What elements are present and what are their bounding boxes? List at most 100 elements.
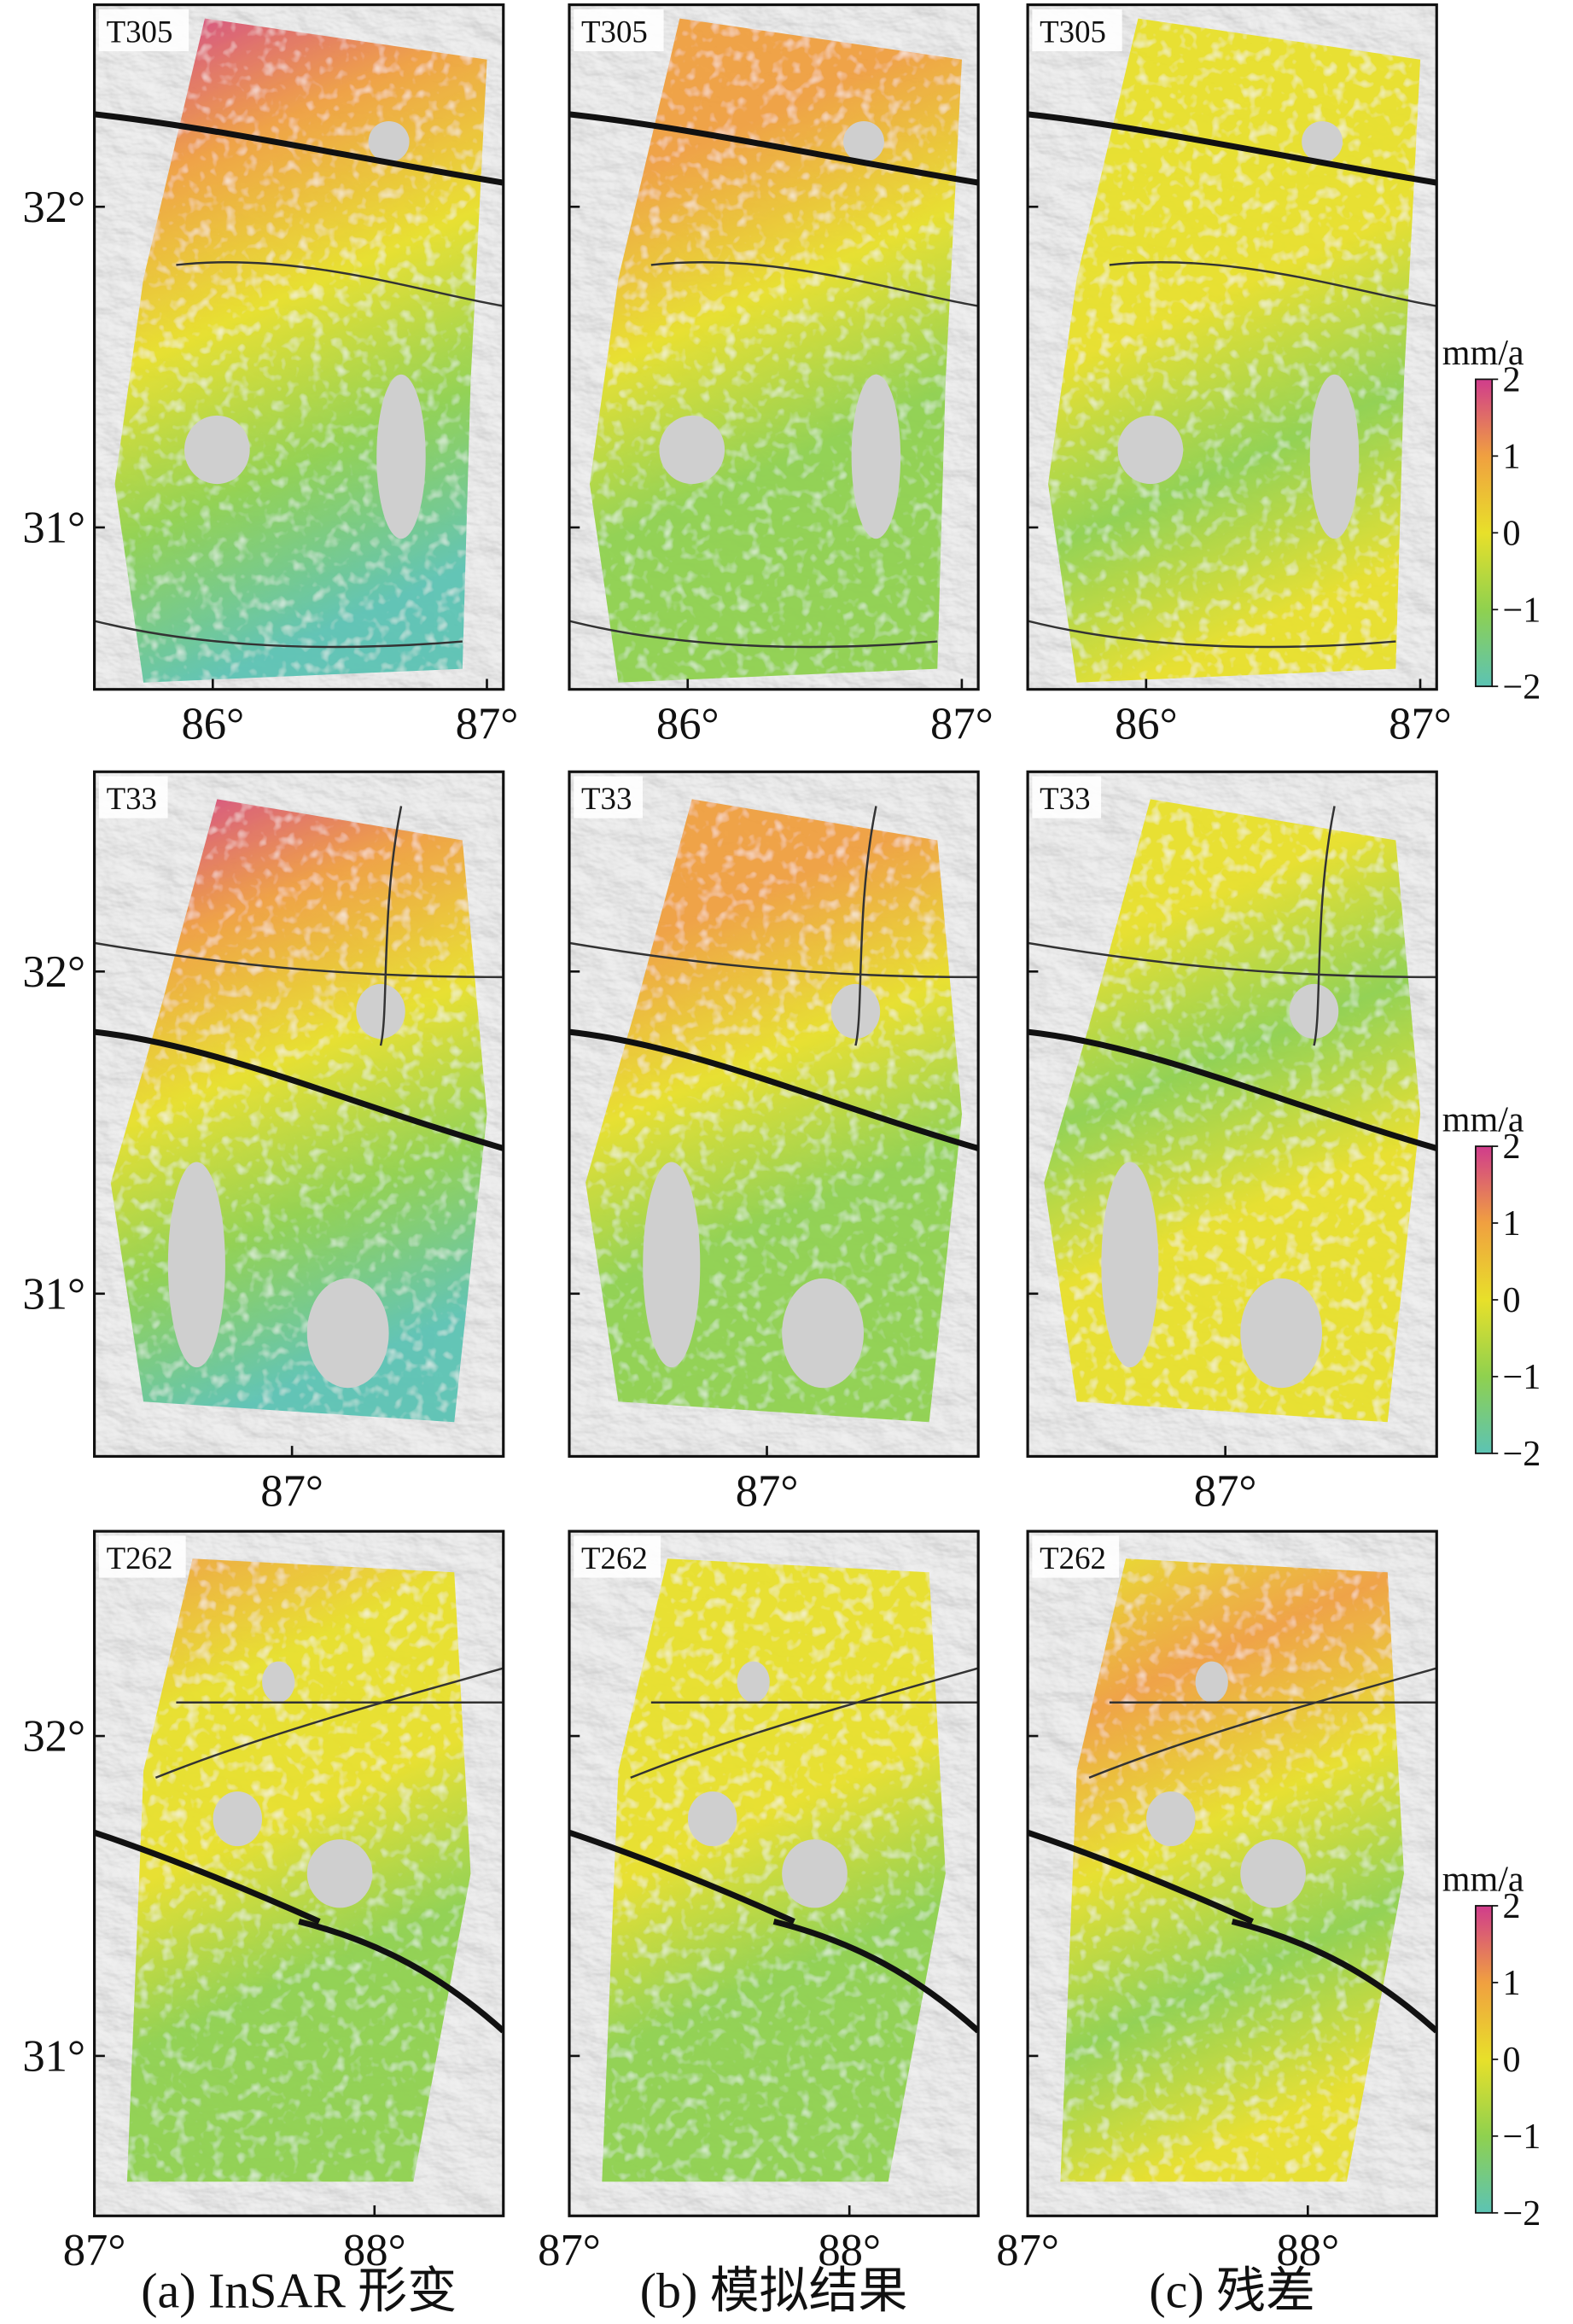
colorbar-tick-label: −2 — [1503, 1434, 1541, 1474]
insar-swath — [126, 1558, 471, 2182]
lake — [1146, 1791, 1196, 1847]
fault — [568, 1028, 979, 1151]
panel-frame — [93, 3, 505, 691]
colorbar-tick-label: −1 — [1503, 1357, 1541, 1397]
lake — [306, 1839, 373, 1908]
x-tick-label: 87° — [736, 1466, 799, 1516]
x-tick-label: 88° — [343, 2226, 406, 2275]
map-content — [94, 4, 504, 690]
track-label-bg — [574, 776, 643, 818]
x-tick-label: 87° — [1194, 1466, 1257, 1516]
map-panel: T305 86° 87° 32° 31° — [22, 3, 519, 749]
map-content — [568, 1531, 979, 2216]
x-tick-label: 87° — [930, 700, 993, 749]
y-tick-label: 31° — [22, 2031, 85, 2081]
map-panel: T262 87° 88° 32° 31° — [22, 1529, 505, 2275]
lake — [1309, 374, 1360, 539]
map-content — [568, 772, 979, 1457]
track-label: T305 — [1040, 14, 1106, 49]
y-tick-label: 31° — [22, 1269, 85, 1319]
x-tick-label: 88° — [818, 2226, 881, 2275]
fault — [1313, 806, 1336, 1046]
x-tick-label: 88° — [1276, 2226, 1339, 2275]
lake — [262, 1661, 295, 1703]
colorbar-unit: mm/a — [1442, 333, 1524, 373]
track-label-bg — [1032, 776, 1102, 818]
lake — [184, 415, 250, 485]
lake — [782, 1278, 865, 1389]
map-panel: T33 87° — [568, 770, 980, 1516]
x-tick-label: 87° — [538, 2226, 601, 2275]
colorbar-unit: mm/a — [1442, 1100, 1524, 1140]
x-tick-label: 86° — [181, 700, 244, 749]
panel-frame — [1026, 770, 1438, 1458]
y-tick-label: 32° — [22, 1712, 85, 1762]
track-label: T33 — [1040, 781, 1090, 816]
track-label: T33 — [581, 781, 632, 816]
colorbar-unit: mm/a — [1442, 1859, 1524, 1899]
panel-frame — [93, 1529, 505, 2217]
fault — [1109, 260, 1437, 307]
track-label: T33 — [107, 781, 157, 816]
column-caption: (b) 模拟结果 — [640, 2263, 908, 2318]
map-content — [94, 772, 504, 1457]
lake — [843, 120, 884, 163]
fault — [94, 941, 504, 979]
map-panel: T305 86° 87° — [1026, 3, 1452, 749]
panel-frame — [1026, 3, 1438, 691]
lake — [782, 1839, 848, 1908]
lake — [1101, 1162, 1159, 1368]
lake — [1240, 1839, 1306, 1908]
fault — [1028, 1028, 1437, 1151]
track-label-bg — [1032, 9, 1122, 51]
map-content — [568, 4, 979, 690]
lake — [376, 374, 426, 539]
x-tick-label: 87° — [63, 2226, 126, 2275]
lake — [167, 1162, 225, 1368]
colorbar-tick-label: 2 — [1503, 1127, 1521, 1167]
fault — [650, 260, 979, 307]
insar-swath — [1060, 1558, 1404, 2182]
colorbar — [1475, 378, 1494, 688]
lake — [830, 983, 881, 1040]
panel-frame — [93, 770, 505, 1458]
lake — [1289, 983, 1339, 1040]
fault — [94, 1829, 321, 1925]
insar-swath — [602, 1558, 946, 2182]
fault — [379, 806, 403, 1046]
colorbar-tick-label: −1 — [1503, 590, 1541, 630]
x-tick-label: 86° — [1115, 700, 1178, 749]
fault — [1088, 1667, 1437, 1779]
fault — [176, 260, 504, 307]
colorbar-tick-label: −1 — [1503, 2117, 1541, 2157]
x-tick-label: 87° — [1389, 700, 1452, 749]
fault — [1028, 941, 1437, 979]
track-label-bg — [1032, 1535, 1120, 1578]
track-label-bg — [98, 1535, 186, 1578]
fault — [568, 620, 938, 649]
lake — [356, 983, 405, 1040]
fault — [772, 1919, 979, 2034]
lake — [213, 1791, 263, 1847]
fault — [568, 111, 979, 186]
fault — [94, 1028, 504, 1151]
lake — [1195, 1661, 1228, 1703]
colorbar-tick-label: 2 — [1503, 359, 1521, 399]
x-tick-label: 87° — [456, 700, 519, 749]
fault — [1028, 1829, 1254, 1925]
track-label-bg — [98, 776, 168, 818]
colorbar-tick-label: 1 — [1503, 1203, 1521, 1244]
track-label: T262 — [107, 1541, 173, 1576]
x-tick-label: 87° — [996, 2226, 1059, 2275]
track-label: T305 — [581, 14, 648, 49]
fault — [854, 806, 877, 1046]
map-panel: T305 86° 87° — [568, 3, 993, 749]
map-panel: T262 87° 88° — [996, 1529, 1438, 2275]
colorbar — [1475, 1905, 1494, 2214]
lake — [737, 1661, 770, 1703]
fault — [94, 620, 463, 649]
lake — [851, 374, 901, 539]
colorbar-tick-label: 2 — [1503, 1886, 1521, 1926]
lake — [1117, 415, 1184, 485]
fault — [568, 941, 979, 979]
